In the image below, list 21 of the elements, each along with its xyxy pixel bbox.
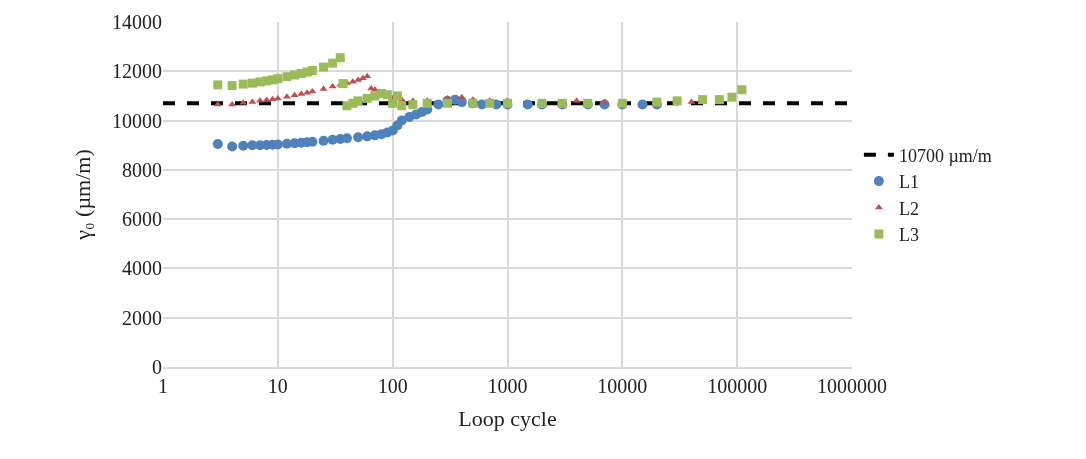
x-tick-label: 1000 xyxy=(487,375,528,397)
x-tick-label: 100000 xyxy=(707,375,768,397)
x-axis-title: Loop cycle xyxy=(458,406,557,432)
x-tick-label: 1 xyxy=(158,375,168,397)
y-tick-label: 6000 xyxy=(122,208,162,231)
y-tick-label: 4000 xyxy=(122,257,162,280)
y-tick-label: 10000 xyxy=(112,109,162,132)
y-axis-title: γ₀ (µm/m) xyxy=(69,149,95,241)
legend-label: L1 xyxy=(898,172,919,193)
legend-label: L3 xyxy=(898,224,919,245)
x-tick-label: 100 xyxy=(377,375,408,397)
legend-label: L2 xyxy=(898,198,919,219)
y-tick-label: 14000 xyxy=(112,11,162,33)
x-tick-label: 1000000 xyxy=(817,375,887,397)
y-tick-label: 8000 xyxy=(122,158,162,181)
legend-label: 10700 µm/m xyxy=(898,145,992,166)
x-tick-label: 10000 xyxy=(597,375,648,397)
y-tick-label: 0 xyxy=(152,356,162,378)
y-tick-label: 12000 xyxy=(112,60,162,83)
y-tick-label: 2000 xyxy=(122,306,162,329)
x-tick-label: 10 xyxy=(267,375,288,397)
